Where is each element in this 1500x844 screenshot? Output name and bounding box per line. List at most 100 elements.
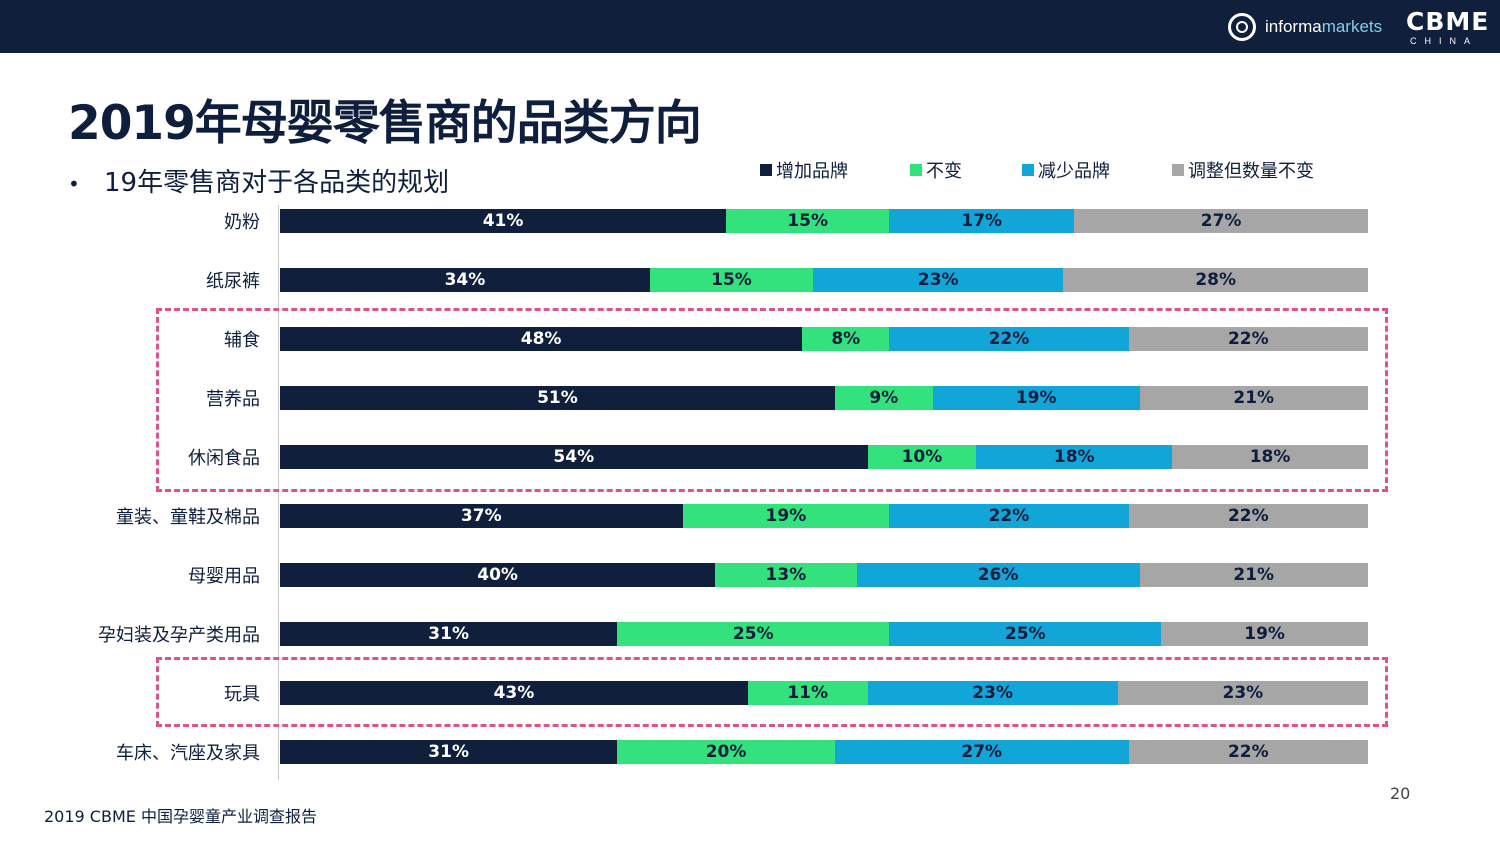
bar-row: 51% 9% 19% 21%	[280, 386, 1368, 410]
data-label: 21%	[1233, 565, 1275, 585]
data-label: 26%	[977, 565, 1019, 585]
category-label: 营养品	[206, 389, 260, 410]
bar-row: 37% 19% 22% 22%	[280, 504, 1368, 528]
bar-segment: 23%	[867, 681, 1118, 705]
category-label: 玩具	[224, 684, 260, 705]
bar-segment: 27%	[1074, 209, 1368, 233]
data-label: 40%	[477, 565, 518, 585]
bar-segment: 18%	[976, 445, 1173, 469]
footer-text: 2019 CBME 中国孕婴童产业调查报告	[44, 807, 317, 826]
legend-swatch	[910, 164, 922, 176]
legend-swatch	[760, 164, 772, 176]
data-label: 34%	[444, 270, 486, 290]
data-label: 23%	[972, 683, 1013, 703]
data-label: 15%	[711, 270, 752, 290]
data-label: 22%	[988, 329, 1030, 349]
legend-label: 不变	[926, 161, 962, 182]
bar-row: 48% 8% 22% 22%	[280, 327, 1368, 351]
cbme-logo: CBME CHINA	[1406, 7, 1490, 50]
bar-segment: 20%	[617, 740, 835, 764]
data-label: 43%	[493, 683, 535, 703]
bar-row: 31% 20% 27% 22%	[280, 740, 1368, 764]
data-label: 31%	[428, 624, 469, 644]
legend-label: 增加品牌	[776, 161, 848, 182]
data-label: 27%	[961, 742, 1003, 762]
bar-segment: 37%	[280, 504, 683, 528]
legend-item: 调整但数量不变	[1172, 158, 1314, 182]
bar-segment: 41%	[280, 209, 727, 233]
bar-segment: 19%	[682, 504, 890, 528]
bar-row: 40% 13% 26% 21%	[280, 563, 1368, 587]
bar-segment: 15%	[649, 268, 814, 292]
data-label: 28%	[1195, 270, 1237, 290]
data-label: 41%	[482, 211, 524, 231]
bar-segment: 11%	[747, 681, 868, 705]
data-label: 48%	[520, 329, 562, 349]
page-number: 20	[1390, 784, 1411, 803]
bar-segment: 8%	[802, 327, 890, 351]
bar-segment: 34%	[280, 268, 650, 292]
category-axis-line	[278, 205, 279, 780]
bar-segment: 23%	[813, 268, 1064, 292]
legend-item: 不变	[910, 158, 962, 182]
bar-segment: 9%	[834, 386, 933, 410]
data-label: 25%	[732, 624, 774, 644]
bar-segment: 40%	[280, 563, 716, 587]
bar-segment: 10%	[867, 445, 977, 469]
category-label: 车床、汽座及家具	[116, 743, 260, 764]
category-label: 休闲食品	[188, 448, 260, 469]
data-label: 19%	[1244, 624, 1285, 644]
bar-segment: 22%	[1128, 504, 1368, 528]
data-label: 13%	[765, 565, 807, 585]
bar-row: 34% 15% 23% 28%	[280, 268, 1368, 292]
cbme-logo-sub: CHINA	[1410, 36, 1479, 46]
legend-label: 调整但数量不变	[1188, 161, 1314, 182]
category-label: 纸尿裤	[206, 271, 260, 292]
data-label: 25%	[1004, 624, 1046, 644]
category-label: 孕妇装及孕产类用品	[98, 625, 260, 646]
bar-segment: 22%	[889, 504, 1129, 528]
bullet-text: 19年零售商对于各品类的规划	[104, 168, 450, 198]
data-label: 17%	[961, 211, 1003, 231]
data-label: 15%	[787, 211, 829, 231]
data-label: 18%	[1053, 447, 1095, 467]
data-label: 10%	[901, 447, 943, 467]
bar-segment: 17%	[889, 209, 1075, 233]
category-label: 母婴用品	[188, 566, 260, 587]
legend-item: 增加品牌	[760, 158, 848, 182]
data-label: 19%	[765, 506, 807, 526]
legend-item: 减少品牌	[1022, 158, 1110, 182]
bar-segment: 25%	[889, 622, 1162, 646]
bar-segment: 51%	[280, 386, 835, 410]
data-label: 21%	[1233, 388, 1275, 408]
legend-label: 减少品牌	[1038, 161, 1110, 182]
data-label: 9%	[869, 388, 899, 408]
bar-segment: 43%	[280, 681, 748, 705]
bar-segment: 27%	[834, 740, 1129, 764]
data-label: 22%	[1227, 329, 1269, 349]
bar-segment: 23%	[1117, 681, 1368, 705]
bar-segment: 22%	[1128, 327, 1368, 351]
bar-row: 43% 11% 23% 23%	[280, 681, 1368, 705]
informa-markets-logo: informamarkets	[1228, 11, 1382, 43]
data-label: 20%	[705, 742, 747, 762]
header-bar: informamarkets CBME CHINA	[0, 0, 1500, 53]
bar-segment: 26%	[856, 563, 1140, 587]
bar-row: 54% 10% 18% 18%	[280, 445, 1368, 469]
data-label: 23%	[1222, 683, 1264, 703]
bar-segment: 25%	[617, 622, 890, 646]
informa-logo-text: informamarkets	[1265, 17, 1383, 36]
data-label: 18%	[1249, 447, 1291, 467]
data-label: 23%	[917, 270, 959, 290]
bar-segment: 19%	[932, 386, 1140, 410]
bar-segment: 22%	[889, 327, 1129, 351]
page-title: 2019年母婴零售商的品类方向	[68, 96, 702, 151]
highlight-box-food	[156, 308, 1388, 492]
data-label: 22%	[1227, 506, 1269, 526]
category-label: 奶粉	[224, 212, 260, 233]
category-label: 辅食	[224, 330, 260, 351]
data-label: 37%	[460, 506, 502, 526]
cbme-logo-text: CBME	[1406, 7, 1490, 36]
bar-segment: 15%	[726, 209, 890, 233]
bar-segment: 18%	[1172, 445, 1368, 469]
